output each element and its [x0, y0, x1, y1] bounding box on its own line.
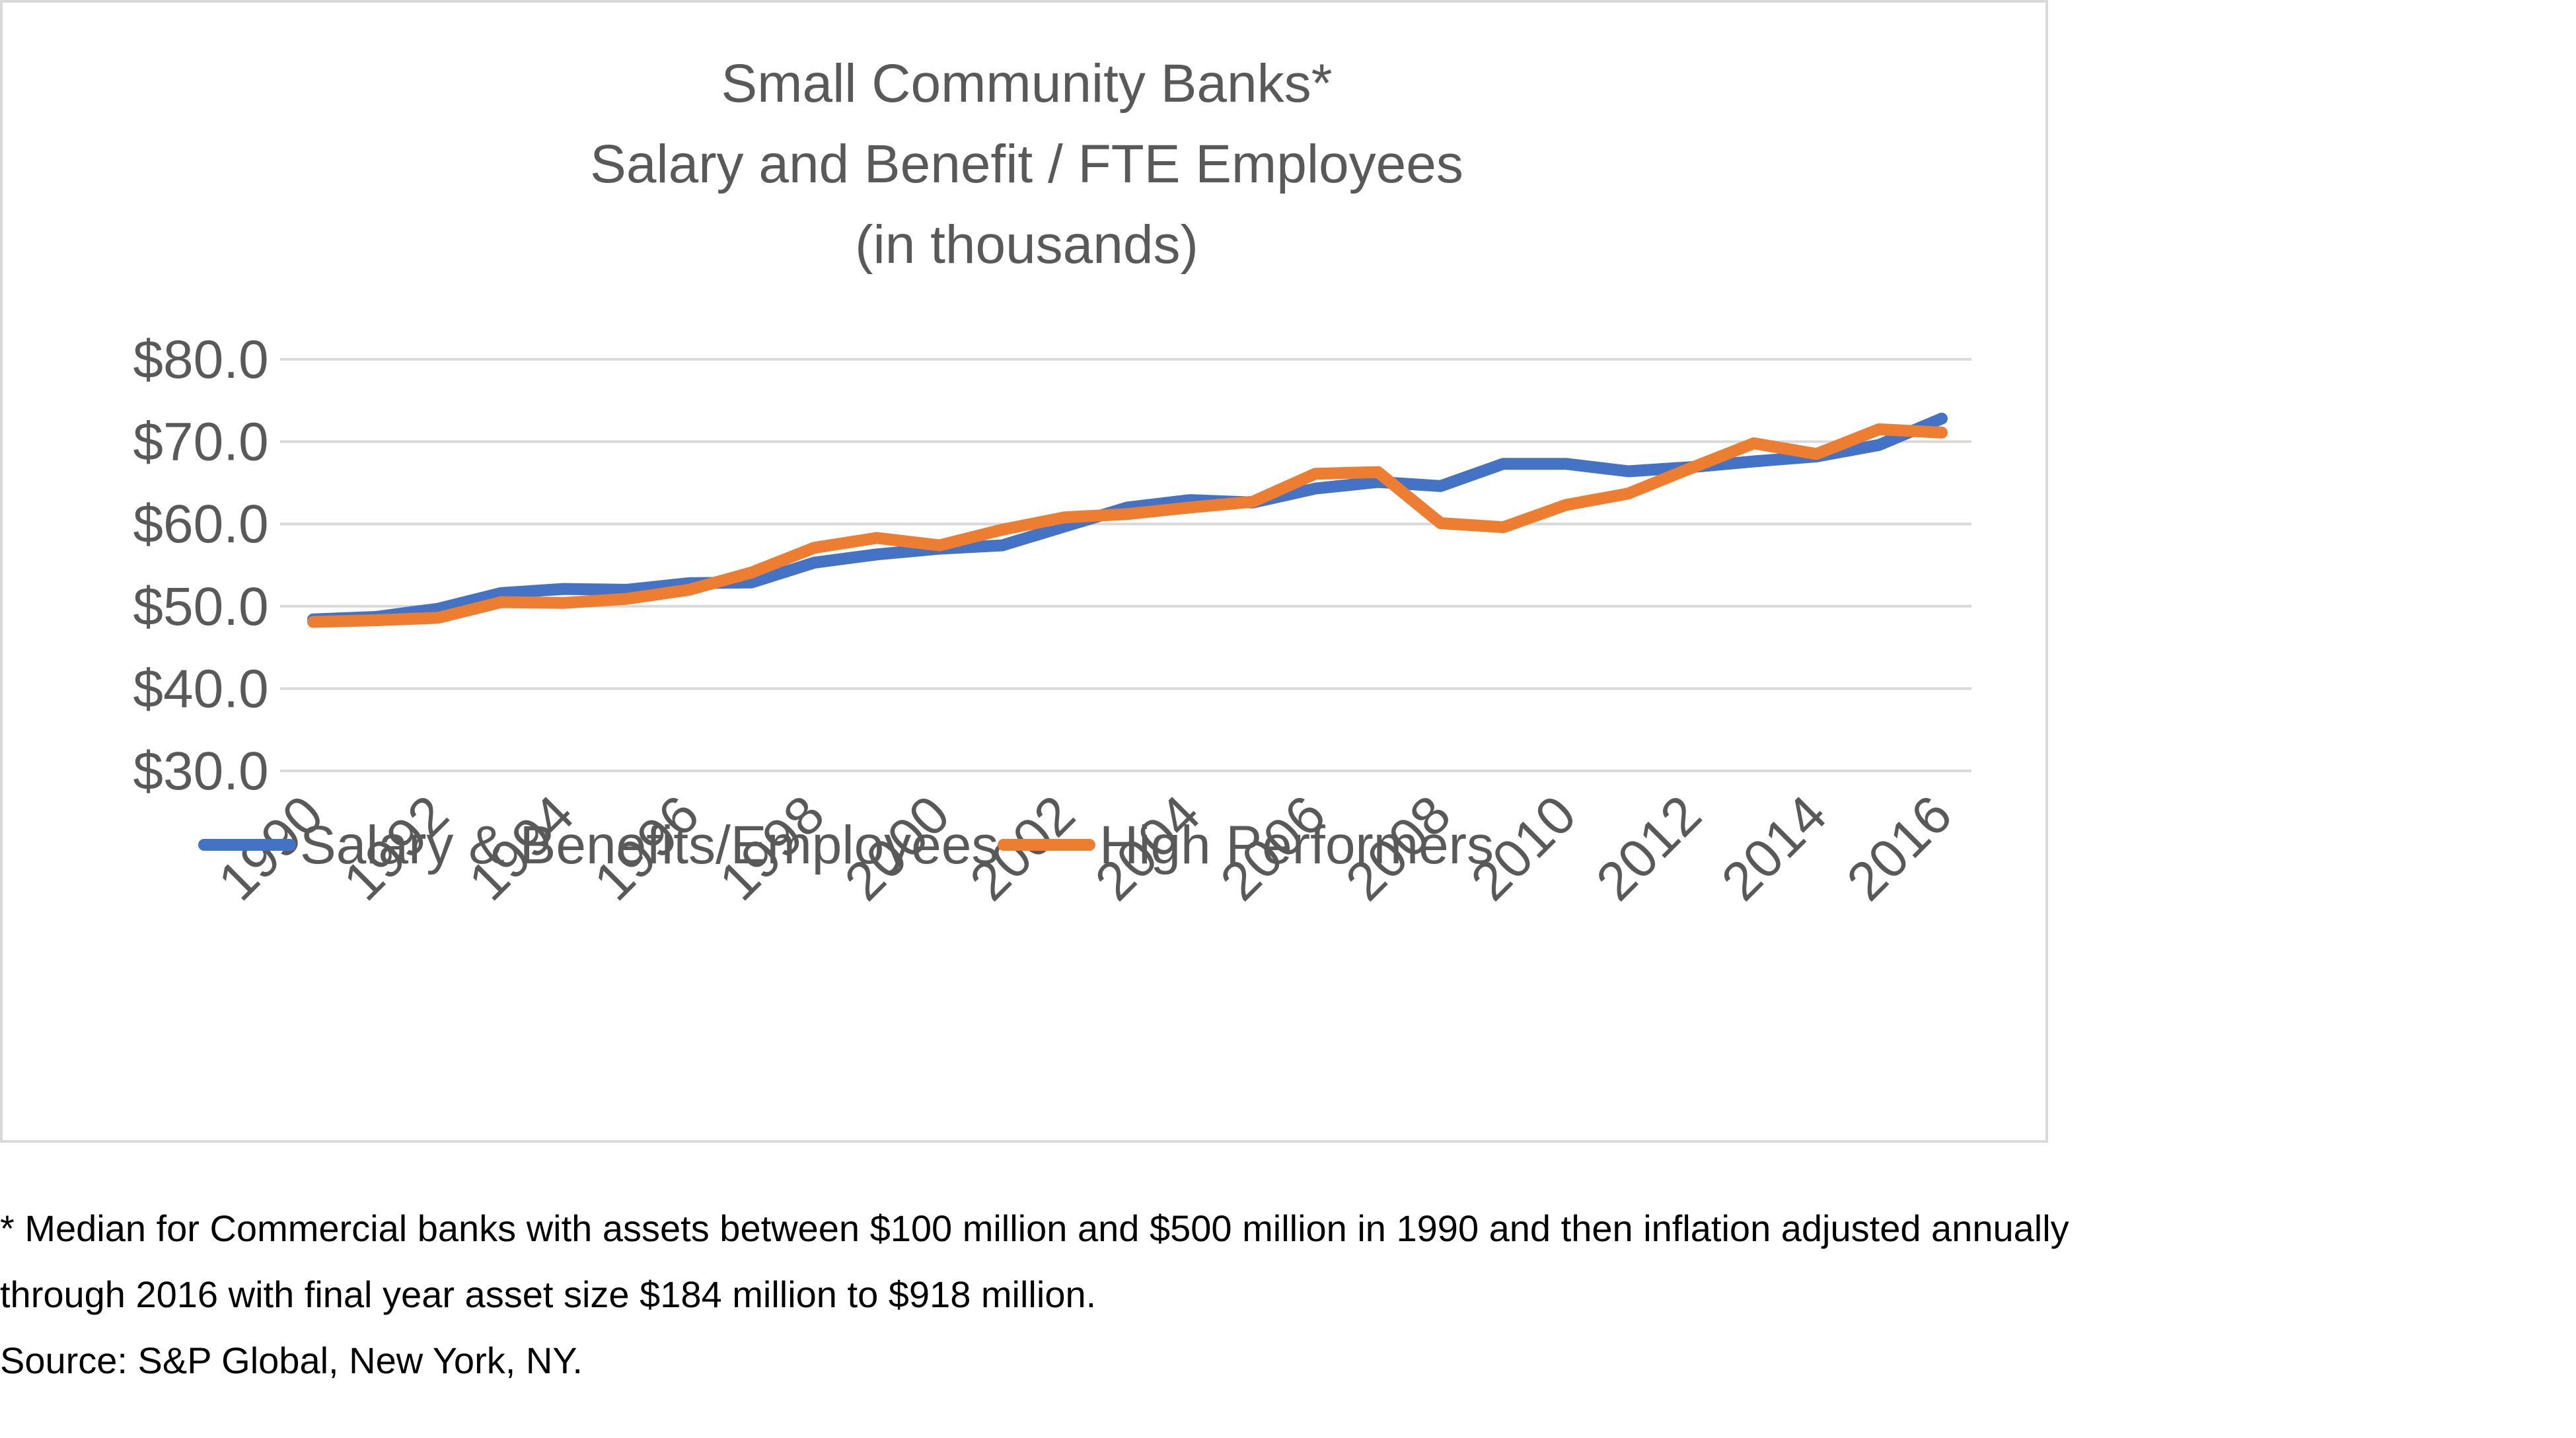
series-lines [307, 412, 1948, 628]
chart-title-line-3: (in thousands) [855, 215, 1198, 275]
gridlines [280, 358, 1971, 772]
x-tick-label: 2016 [1835, 784, 1963, 912]
y-tick-label: $80.0 [133, 330, 268, 390]
footnote-line-2: through 2016 with final year asset size … [0, 1274, 1097, 1315]
y-axis-tick-labels: $30.0 $40.0 $50.0 $60.0 $70.0 $80.0 [133, 330, 268, 801]
x-tick-label: 2014 [1711, 784, 1838, 912]
y-tick-label: $30.0 [133, 741, 268, 801]
y-tick-label: $70.0 [133, 412, 268, 472]
y-tick-label: $50.0 [133, 577, 268, 637]
x-tick-label: 2012 [1585, 784, 1712, 912]
legend-label-1: Salary & Benefits/Employees [300, 815, 998, 875]
legend-label-2: High Performers [1099, 815, 1494, 875]
footnote: * Median for Commercial banks with asset… [0, 1196, 2570, 1394]
y-tick-label: $60.0 [133, 494, 268, 554]
series-line-2 [307, 423, 1948, 628]
line-chart: Small Community Banks* Salary and Benefit… [133, 54, 1971, 912]
chart-title: Small Community Banks* Salary and Benefit… [590, 54, 1463, 275]
chart-title-line-2: Salary and Benefit / FTE Employees [590, 134, 1463, 194]
chart-frame: Small Community Banks* Salary and Benefit… [0, 0, 2048, 1143]
footnote-source: Source: S&P Global, New York, NY. [0, 1340, 583, 1381]
legend: Salary & Benefits/Employees High Performe… [198, 815, 1494, 875]
chart-title-line-1: Small Community Banks* [721, 54, 1332, 114]
footnote-line-1: * Median for Commercial banks with asset… [0, 1207, 2069, 1249]
series-line-1 [307, 412, 1948, 626]
y-tick-label: $40.0 [133, 659, 268, 719]
